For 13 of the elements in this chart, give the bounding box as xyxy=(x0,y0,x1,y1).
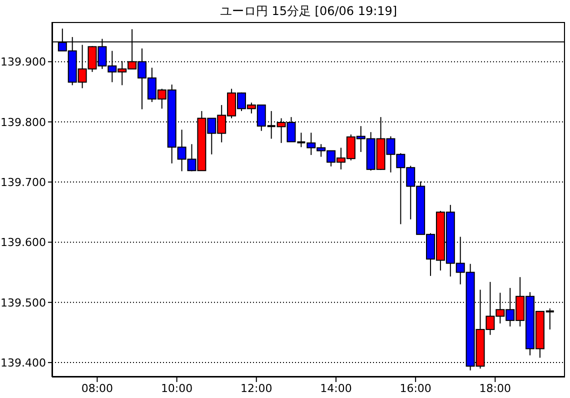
x-tick-label: 14:00 xyxy=(320,382,352,395)
y-tick-label: 139.900 xyxy=(0,56,46,69)
x-tick-label: 10:00 xyxy=(160,382,193,395)
x-tick-label: 16:00 xyxy=(400,382,432,395)
y-tick-label: 139.400 xyxy=(0,356,46,370)
y-tick-label: 139.600 xyxy=(0,236,46,250)
y-tick-label: 139.800 xyxy=(0,116,46,129)
y-tick-label: 139.700 xyxy=(0,176,46,189)
x-tick-label: 18:00 xyxy=(479,382,512,395)
x-tick-label: 08:00 xyxy=(81,382,114,395)
y-tick-label: 139.500 xyxy=(0,296,46,310)
chart-title: ユーロ円 15分足 [06/06 19:19] xyxy=(218,3,398,20)
x-tick-label: 12:00 xyxy=(240,382,272,395)
